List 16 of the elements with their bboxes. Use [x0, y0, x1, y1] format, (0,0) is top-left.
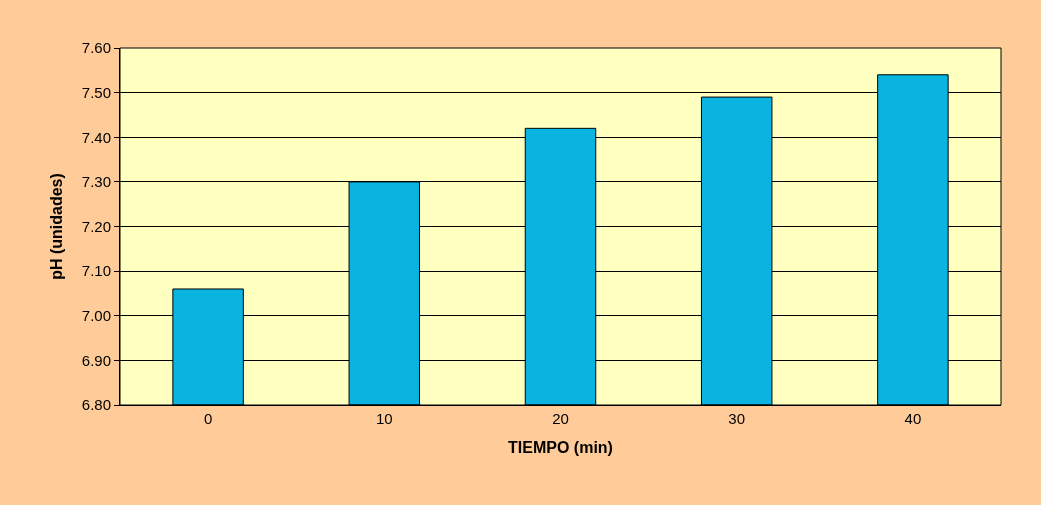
y-tick-label: 7.60 — [81, 39, 111, 57]
y-tick-label: 6.90 — [81, 351, 111, 369]
x-tick-label: 10 — [375, 410, 393, 427]
y-tick-label: 6.80 — [81, 396, 111, 414]
y-tick-label: 7.50 — [81, 83, 111, 101]
y-tick-label: 7.30 — [81, 173, 111, 191]
y-tick-label: 7.40 — [81, 128, 111, 146]
x-tick-label: 20 — [552, 410, 569, 427]
y-tick-label: 7.10 — [81, 262, 111, 280]
y-tick-label: 7.20 — [81, 217, 111, 235]
x-axis-title: TIEMPO (min) — [508, 438, 613, 456]
x-tick-label: 30 — [728, 410, 746, 427]
x-tick-label: 0 — [203, 410, 213, 427]
y-axis-title: pH (unidades) — [47, 173, 65, 280]
x-tick-label: 40 — [904, 410, 922, 427]
y-tick-label: 7.00 — [81, 307, 111, 324]
